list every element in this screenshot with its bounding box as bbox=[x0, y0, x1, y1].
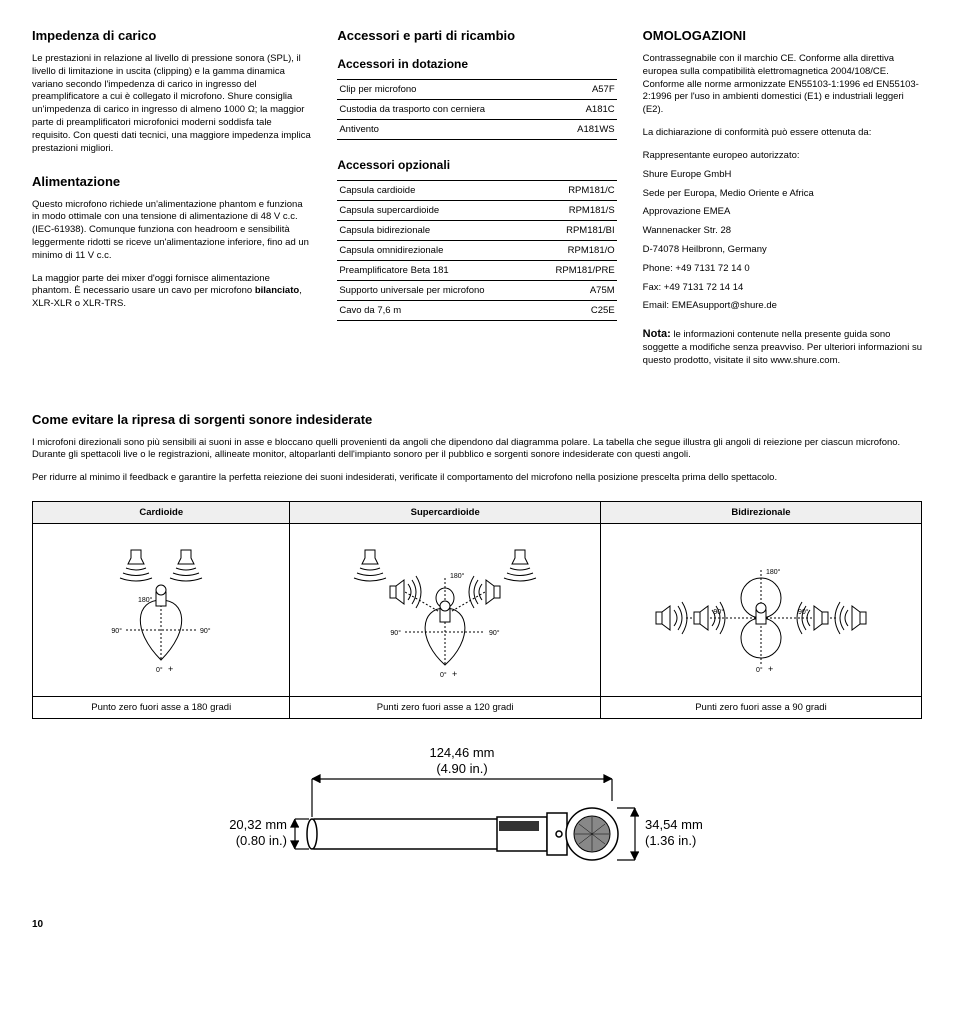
svg-text:90°: 90° bbox=[112, 627, 123, 635]
spec-code: A75M bbox=[534, 281, 617, 301]
heading-avoid-pickup: Come evitare la ripresa di sorgenti sono… bbox=[32, 412, 922, 427]
section-avoid-pickup: Come evitare la ripresa di sorgenti sono… bbox=[32, 412, 922, 719]
table-optional: Capsula cardioideRPM181/CCapsula superca… bbox=[337, 180, 616, 321]
spec-name: Preamplificatore Beta 181 bbox=[337, 261, 533, 281]
svg-text:+: + bbox=[168, 664, 173, 674]
polar-header-supercardioid: Supercardioide bbox=[290, 502, 600, 524]
polar-caption-cardioid: Punto zero fuori asse a 180 gradi bbox=[33, 697, 290, 719]
svg-text:90°: 90° bbox=[200, 627, 211, 635]
table-row: Capsula cardioideRPM181/C bbox=[337, 181, 616, 201]
spec-code: A181WS bbox=[556, 120, 617, 140]
heading-certifications: OMOLOGAZIONI bbox=[643, 28, 922, 43]
svg-text:180°: 180° bbox=[138, 596, 153, 604]
svg-text:+: + bbox=[452, 669, 457, 679]
svg-text:90°: 90° bbox=[713, 608, 724, 616]
spec-code: A57F bbox=[556, 80, 617, 100]
svg-text:0°: 0° bbox=[156, 666, 163, 674]
svg-text:90°: 90° bbox=[798, 608, 809, 616]
svg-text:90°: 90° bbox=[391, 629, 402, 637]
spec-code: RPM181/S bbox=[534, 201, 617, 221]
para-power-1: Questo microfono richiede un'alimentazio… bbox=[32, 199, 311, 263]
table-row: Custodia da trasporto con cernieraA181C bbox=[337, 100, 616, 120]
svg-text:+: + bbox=[768, 664, 773, 674]
address-line: Phone: +49 7131 72 14 0 bbox=[643, 263, 922, 276]
address-line: Shure Europe GmbH bbox=[643, 169, 922, 182]
para-power-2: La maggior parte dei mixer d'oggi fornis… bbox=[32, 273, 311, 311]
address-line: Rappresentante europeo autorizzato: bbox=[643, 150, 922, 163]
col-accessories: Accessori e parti di ricambio Accessori … bbox=[337, 28, 616, 378]
spec-code: RPM181/O bbox=[534, 241, 617, 261]
table-row: Cavo da 7,6 mC25E bbox=[337, 301, 616, 321]
svg-text:20,32 mm: 20,32 mm bbox=[229, 817, 287, 832]
para-cert-1: Contrassegnabile con il marchio CE. Conf… bbox=[643, 53, 922, 117]
polar-diagram-supercardioid: 180° 90° 90° 0° + bbox=[290, 524, 600, 697]
para-avoid-2: Per ridurre al minimo il feedback e gara… bbox=[32, 472, 922, 485]
polar-table: Cardioide Supercardioide Bidirezionale bbox=[32, 501, 922, 719]
svg-text:124,46 mm: 124,46 mm bbox=[429, 745, 494, 760]
para-cert-2: La dichiarazione di conformità può esser… bbox=[643, 127, 922, 140]
spec-name: Capsula omnidirezionale bbox=[337, 241, 533, 261]
note: Nota: le informazioni contenute nella pr… bbox=[643, 327, 922, 367]
heading-power: Alimentazione bbox=[32, 174, 311, 189]
heading-accessories: Accessori e parti di ricambio bbox=[337, 28, 616, 43]
table-row: Capsula omnidirezionaleRPM181/O bbox=[337, 241, 616, 261]
spec-code: C25E bbox=[534, 301, 617, 321]
polar-caption-supercardioid: Punti zero fuori asse a 120 gradi bbox=[290, 697, 600, 719]
spec-name: Antivento bbox=[337, 120, 556, 140]
svg-text:34,54 mm: 34,54 mm bbox=[645, 817, 703, 832]
heading-furnished: Accessori in dotazione bbox=[337, 57, 616, 71]
svg-text:(1.36 in.): (1.36 in.) bbox=[645, 833, 696, 848]
table-row: AntiventoA181WS bbox=[337, 120, 616, 140]
note-label: Nota: bbox=[643, 328, 671, 340]
table-row: Capsula bidirezionaleRPM181/BI bbox=[337, 221, 616, 241]
spec-name: Clip per microfono bbox=[337, 80, 556, 100]
address-line: Wannenacker Str. 28 bbox=[643, 225, 922, 238]
heading-impedance: Impedenza di carico bbox=[32, 28, 311, 43]
spec-code: RPM181/C bbox=[534, 181, 617, 201]
svg-text:180°: 180° bbox=[766, 568, 781, 576]
polar-header-cardioid: Cardioide bbox=[33, 502, 290, 524]
spec-name: Capsula cardioide bbox=[337, 181, 533, 201]
para-impedance: Le prestazioni in relazione al livello d… bbox=[32, 53, 311, 156]
table-row: Capsula supercardioideRPM181/S bbox=[337, 201, 616, 221]
table-row: Supporto universale per microfonoA75M bbox=[337, 281, 616, 301]
spec-code: A181C bbox=[556, 100, 617, 120]
svg-text:0°: 0° bbox=[440, 671, 447, 679]
polar-diagram-bidirectional: 180° 90° 90° 0° + bbox=[600, 524, 921, 697]
para-power-2a: La maggior parte dei mixer d'oggi fornis… bbox=[32, 273, 270, 297]
col-certifications: OMOLOGAZIONI Contrassegnabile con il mar… bbox=[643, 28, 922, 378]
spec-code: RPM181/BI bbox=[534, 221, 617, 241]
table-furnished: Clip per microfonoA57FCustodia da traspo… bbox=[337, 79, 616, 140]
table-row: Clip per microfonoA57F bbox=[337, 80, 616, 100]
address-line: Email: EMEAsupport@shure.de bbox=[643, 300, 922, 313]
polar-caption-bidirectional: Punti zero fuori asse a 90 gradi bbox=[600, 697, 921, 719]
address-line: Approvazione EMEA bbox=[643, 206, 922, 219]
polar-header-bidirectional: Bidirezionale bbox=[600, 502, 921, 524]
address-line: Fax: +49 7131 72 14 14 bbox=[643, 282, 922, 295]
note-body: le informazioni contenute nella presente… bbox=[643, 329, 922, 366]
spec-name: Capsula supercardioide bbox=[337, 201, 533, 221]
dimension-drawing: 124,46 mm (4.90 in.) bbox=[32, 739, 922, 899]
polar-diagram-cardioid: 180° 90° 90° 0° + bbox=[33, 524, 290, 697]
svg-text:0°: 0° bbox=[756, 666, 763, 674]
svg-text:180°: 180° bbox=[450, 572, 465, 580]
svg-text:(0.80 in.): (0.80 in.) bbox=[236, 833, 287, 848]
spec-name: Custodia da trasporto con cerniera bbox=[337, 100, 556, 120]
para-power-2b: bilanciato bbox=[255, 285, 299, 296]
svg-text:90°: 90° bbox=[489, 629, 500, 637]
address-line: D-74078 Heilbronn, Germany bbox=[643, 244, 922, 257]
spec-code: RPM181/PRE bbox=[534, 261, 617, 281]
svg-text:(4.90 in.): (4.90 in.) bbox=[436, 761, 487, 776]
para-avoid-1: I microfoni direzionali sono più sensibi… bbox=[32, 437, 922, 463]
page-number: 10 bbox=[32, 919, 922, 930]
spec-name: Cavo da 7,6 m bbox=[337, 301, 533, 321]
address-line: Sede per Europa, Medio Oriente e Africa bbox=[643, 188, 922, 201]
heading-optional: Accessori opzionali bbox=[337, 158, 616, 172]
col-impedance: Impedenza di carico Le prestazioni in re… bbox=[32, 28, 311, 378]
address-block: Rappresentante europeo autorizzato: Shure… bbox=[643, 150, 922, 313]
table-row: Preamplificatore Beta 181RPM181/PRE bbox=[337, 261, 616, 281]
spec-name: Supporto universale per microfono bbox=[337, 281, 533, 301]
spec-name: Capsula bidirezionale bbox=[337, 221, 533, 241]
